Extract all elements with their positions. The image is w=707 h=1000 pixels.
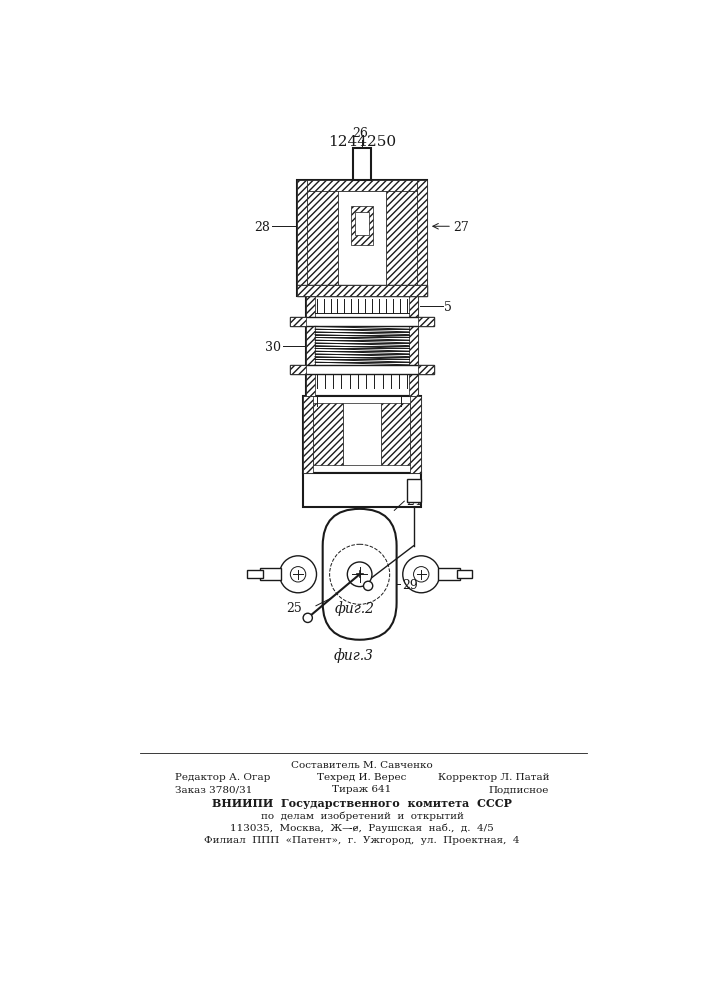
Bar [416, 180, 428, 296]
Text: Редактор А. Огар: Редактор А. Огар [175, 773, 270, 782]
Circle shape [291, 567, 305, 582]
Text: 27: 27 [454, 221, 469, 234]
Bar [381, 403, 411, 465]
Bar [305, 296, 315, 396]
Bar [308, 180, 416, 191]
Bar [409, 296, 418, 396]
Bar [438, 568, 460, 580]
Bar [351, 206, 373, 245]
Bar [343, 403, 381, 465]
Bar [355, 212, 369, 235]
Bar [407, 479, 421, 502]
Text: 30: 30 [265, 341, 281, 354]
Bar [303, 473, 421, 507]
Bar [296, 180, 428, 296]
Bar [291, 365, 305, 374]
Text: 28: 28 [255, 221, 270, 234]
Text: Составитель М. Савченко: Составитель М. Савченко [291, 761, 433, 770]
Text: 26: 26 [353, 127, 368, 140]
Text: 1244250: 1244250 [328, 135, 396, 149]
Circle shape [279, 556, 317, 593]
Bar [303, 396, 421, 473]
Text: 25: 25 [286, 602, 302, 615]
Bar [291, 317, 305, 326]
Text: 24: 24 [406, 495, 421, 508]
Text: Подписное: Подписное [489, 785, 549, 794]
Bar [308, 191, 338, 285]
Bar [296, 180, 308, 296]
Bar [291, 317, 433, 326]
FancyBboxPatch shape [322, 509, 397, 640]
Text: Филиал  ППП  «Патент»,  г.  Ужгород,  ул.  Проектная,  4: Филиал ППП «Патент», г. Ужгород, ул. Про… [204, 836, 520, 845]
Circle shape [347, 562, 372, 587]
Bar [338, 191, 386, 285]
Bar [418, 317, 433, 326]
Text: 29: 29 [402, 579, 418, 592]
Bar [303, 396, 313, 473]
Text: 113035,  Москва,  Ж—̵е̷,  Раушская  наб.,  д.  4/5: 113035, Москва, Ж—̵е̷, Раушская наб., д.… [230, 824, 493, 833]
Bar [313, 403, 343, 465]
Bar [353, 148, 371, 180]
Circle shape [363, 581, 373, 590]
Text: 5: 5 [444, 301, 452, 314]
Circle shape [403, 556, 440, 593]
Text: ВНИИПИ  Государственного  комитета  СССР: ВНИИПИ Государственного комитета СССР [212, 798, 512, 809]
Bar [247, 570, 262, 578]
Circle shape [303, 613, 312, 622]
Text: Корректор Л. Патай: Корректор Л. Патай [438, 773, 549, 782]
Text: Тираж 641: Тираж 641 [332, 785, 392, 794]
Text: фиг.2: фиг.2 [334, 602, 374, 616]
Text: по  делам  изобретений  и  открытий: по делам изобретений и открытий [260, 811, 463, 821]
Bar [259, 568, 281, 580]
Bar [457, 570, 472, 578]
Bar [386, 191, 416, 285]
Bar [296, 285, 428, 296]
Bar [411, 396, 421, 473]
Bar [305, 296, 418, 396]
Text: Заказ 3780/31: Заказ 3780/31 [175, 785, 252, 794]
Bar [418, 365, 433, 374]
Bar [296, 285, 428, 296]
Text: Техред И. Верес: Техред И. Верес [317, 773, 407, 782]
Circle shape [414, 567, 429, 582]
Text: фиг.3: фиг.3 [334, 648, 373, 663]
Bar [291, 365, 433, 374]
